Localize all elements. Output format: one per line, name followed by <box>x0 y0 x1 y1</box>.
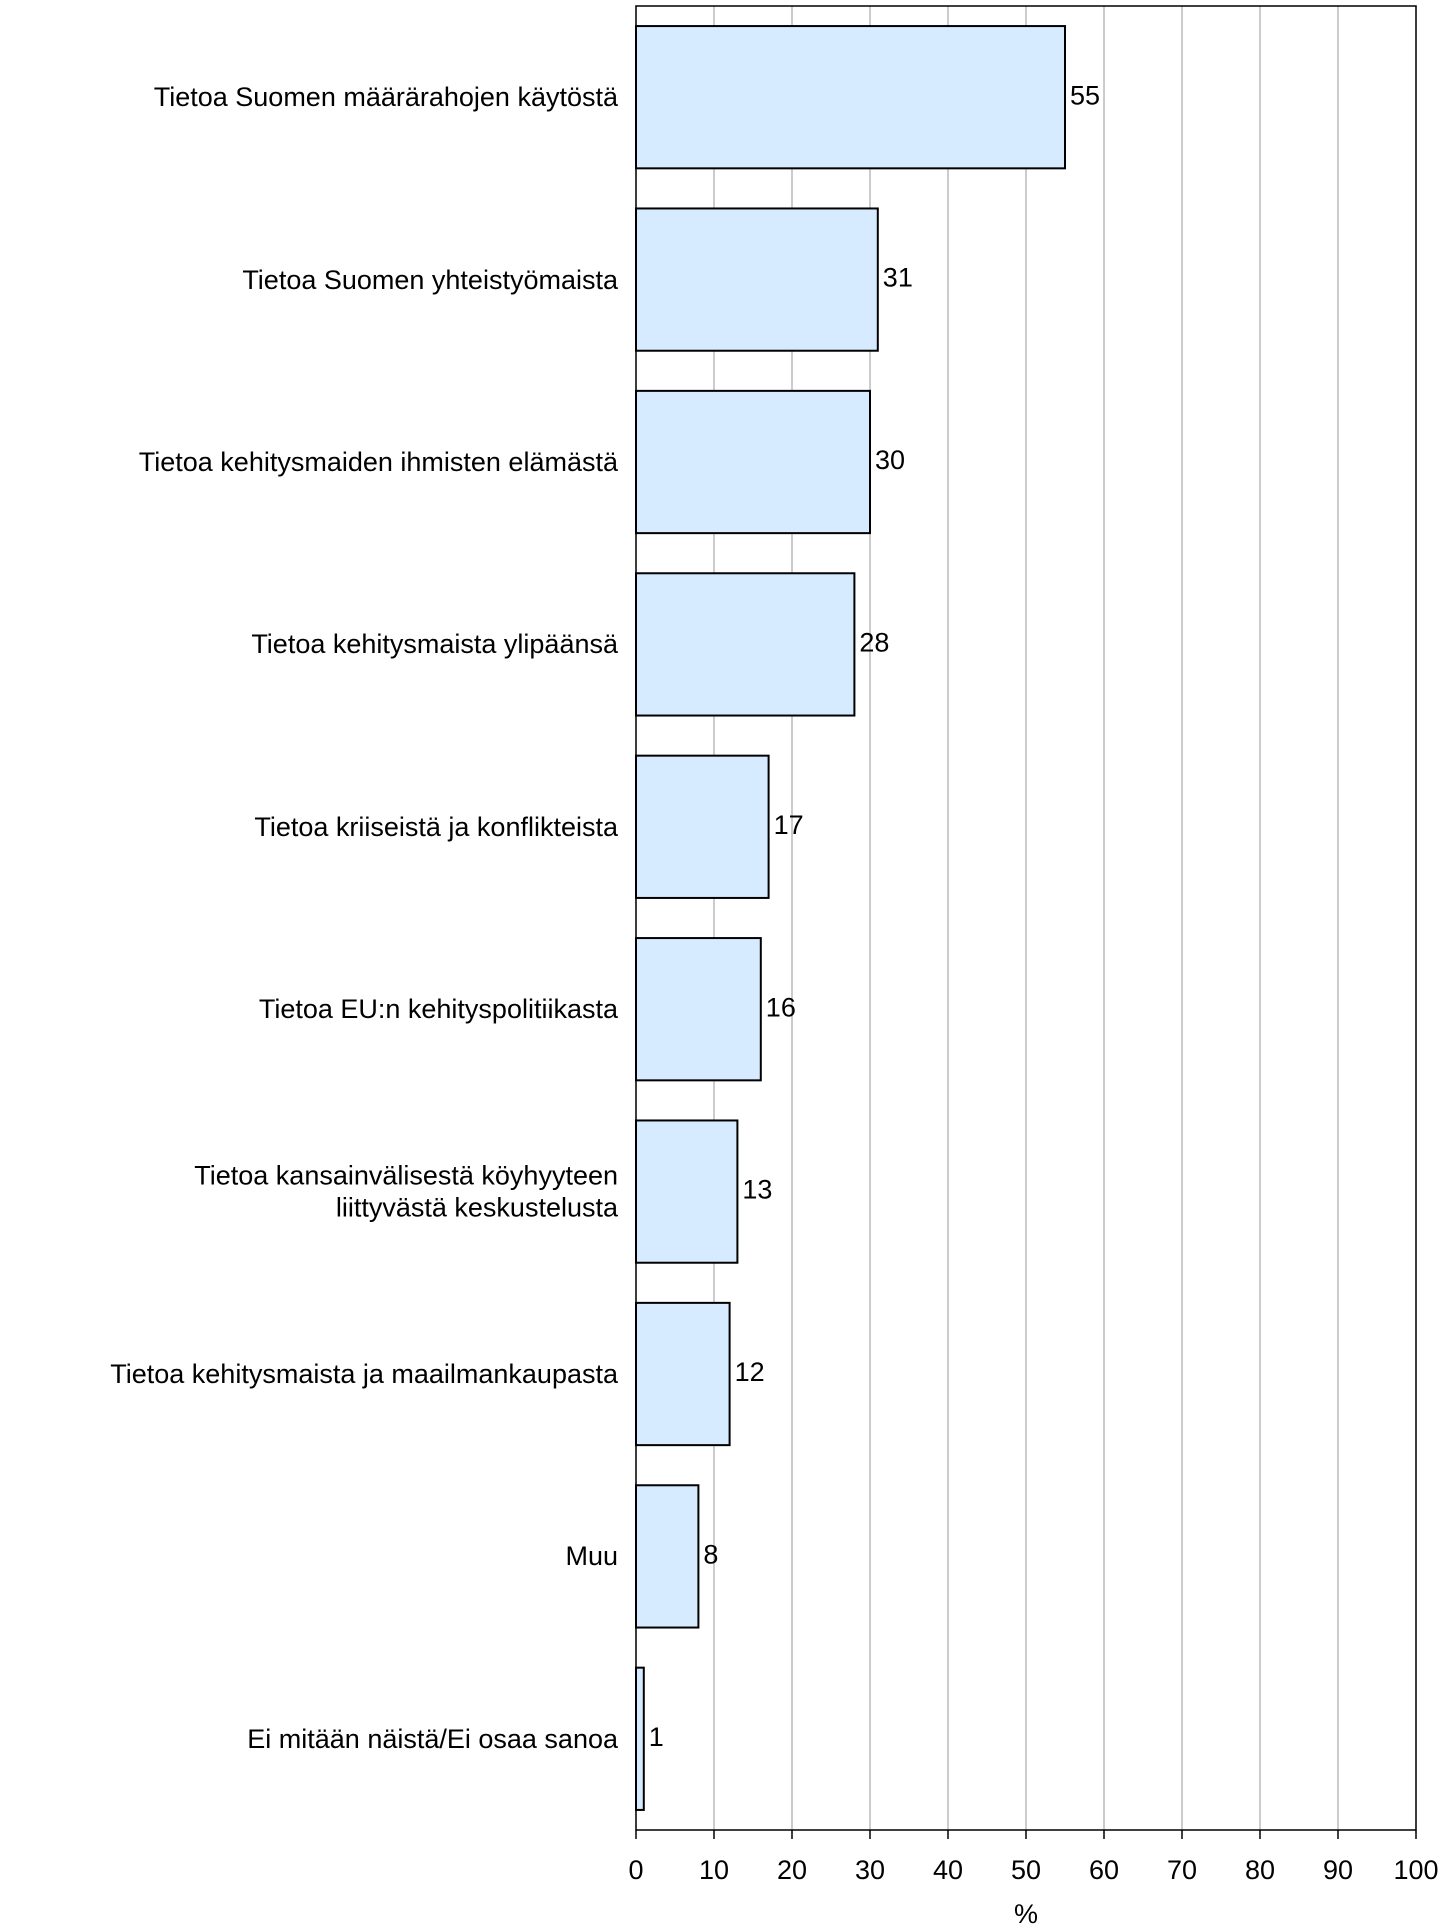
x-tick-label: 70 <box>1167 1855 1197 1885</box>
y-tick-label: Tietoa kehitysmaiden ihmisten elämästä <box>138 446 618 477</box>
bar <box>635 1666 645 1811</box>
x-tick-label: 60 <box>1089 1855 1119 1885</box>
y-tick-label: Tietoa EU:n kehityspolitiikasta <box>258 993 618 1024</box>
bar <box>635 1301 731 1447</box>
y-tick-label: Tietoa kansainvälisestä köyhyyteen liitt… <box>194 1160 618 1223</box>
y-tick-label: Muu <box>565 1541 618 1572</box>
bar <box>635 25 1066 170</box>
bar <box>635 389 871 535</box>
plot-frame <box>635 5 1417 1831</box>
bar <box>635 754 770 899</box>
value-label: 17 <box>774 810 804 840</box>
y-tick-label: Tietoa Suomen määrärahojen käytöstä <box>153 81 618 112</box>
x-tick-label: 50 <box>1011 1855 1041 1885</box>
bar <box>635 1484 700 1629</box>
y-tick-label: Tietoa kehitysmaista ja maailmankaupasta <box>110 1358 618 1389</box>
x-tick-label: 30 <box>855 1855 885 1885</box>
value-label: 12 <box>735 1357 765 1387</box>
bar <box>635 572 856 717</box>
x-tick-label: 20 <box>777 1855 807 1885</box>
y-tick-label: Tietoa kriiseistä ja konflikteista <box>254 811 618 842</box>
y-tick-label: Tietoa kehitysmaista ylipäänsä <box>251 629 618 660</box>
x-tick-label: 100 <box>1393 1855 1438 1885</box>
value-label: 31 <box>883 263 913 293</box>
value-label: 55 <box>1070 80 1100 110</box>
x-tick-label: 10 <box>699 1855 729 1885</box>
value-label: 30 <box>875 445 905 475</box>
value-label: 16 <box>766 992 796 1022</box>
y-tick-label: Tietoa Suomen yhteistyömaista <box>242 264 618 295</box>
bar <box>635 937 762 1082</box>
x-tick-label: 90 <box>1323 1855 1353 1885</box>
bar <box>635 207 879 352</box>
value-label: 13 <box>742 1175 772 1205</box>
x-tick-label: 0 <box>628 1855 643 1885</box>
value-label: 1 <box>649 1722 664 1752</box>
x-tick-label: 80 <box>1245 1855 1275 1885</box>
x-axis-label: % <box>1014 1899 1038 1929</box>
y-tick-label: Ei mitään näistä/Ei osaa sanoa <box>247 1723 618 1754</box>
value-label: 28 <box>859 628 889 658</box>
x-tick-label: 40 <box>933 1855 963 1885</box>
value-label: 8 <box>703 1540 718 1570</box>
bar <box>635 1119 739 1264</box>
